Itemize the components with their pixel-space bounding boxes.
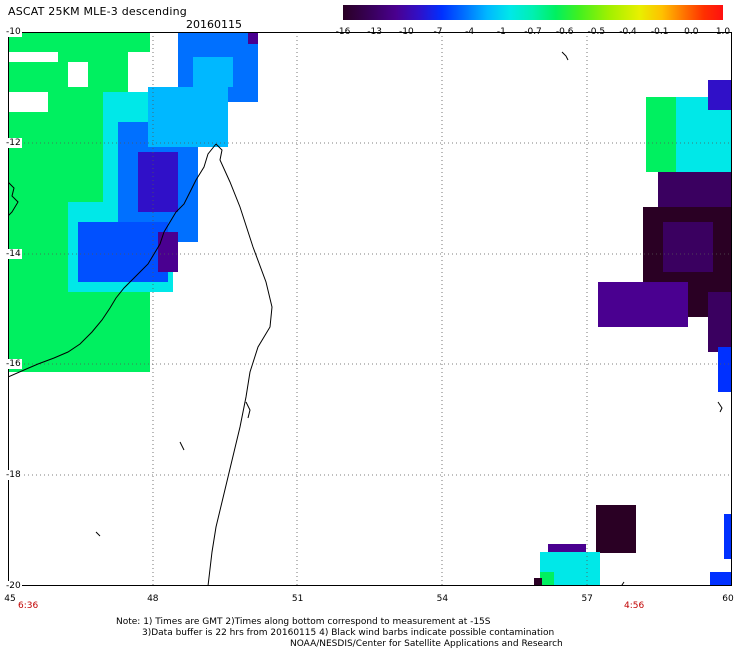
map-title: ASCAT 25KM MLE-3 descending: [8, 5, 187, 18]
map-frame: [8, 32, 732, 586]
y-tick-label: -10: [6, 27, 22, 37]
coastline-islands: [95, 51, 723, 586]
coastline-madagascar: [8, 143, 273, 586]
note-line-3: NOAA/NESDIS/Center for Satellite Applica…: [290, 639, 563, 649]
map-gridlines: [8, 32, 732, 586]
x-tick-label: 48: [147, 594, 159, 604]
x-tick-label: 54: [436, 594, 449, 604]
y-tick-label: -14: [6, 248, 22, 259]
y-tick-label: -12: [6, 137, 22, 148]
note-line-2: 3)Data buffer is 22 hrs from 20160115 4)…: [142, 628, 555, 638]
map-canvas: [8, 32, 732, 586]
x-tick-label: 51: [291, 594, 304, 604]
y-tick-label: -16: [6, 359, 22, 370]
map-date: 20160115: [186, 18, 242, 31]
colorbar: [343, 5, 723, 20]
x-tick-label: 60: [722, 594, 734, 604]
wind-data-pixels: [8, 32, 732, 586]
x-tick-label: 45: [4, 594, 16, 604]
note-line-1: Note: 1) Times are GMT 2)Times along bot…: [116, 617, 491, 627]
y-tick-label: -20: [6, 581, 22, 591]
x-tick-label: 57: [581, 594, 593, 604]
y-tick-label: -18: [6, 470, 22, 481]
end-time: 4:56: [624, 601, 645, 611]
start-time: 6:36: [18, 601, 39, 611]
